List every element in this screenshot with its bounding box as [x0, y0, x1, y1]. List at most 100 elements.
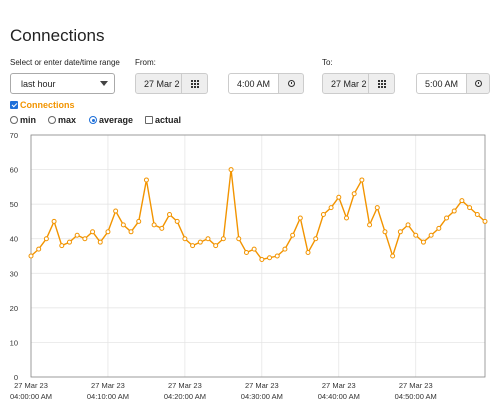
data-point[interactable] [405, 222, 411, 228]
data-point[interactable] [444, 215, 450, 221]
data-point[interactable] [374, 205, 380, 211]
min-radio-label: min [20, 115, 37, 125]
data-point[interactable] [220, 236, 226, 242]
data-point[interactable] [90, 229, 96, 235]
page-title: Connections [10, 26, 105, 45]
data-point[interactable] [236, 236, 242, 242]
data-point[interactable] [128, 229, 134, 235]
data-point[interactable] [105, 229, 111, 235]
data-point[interactable] [82, 236, 88, 242]
data-point[interactable] [205, 236, 211, 242]
data-point[interactable] [182, 236, 188, 242]
calendar-icon [377, 79, 386, 88]
data-point[interactable] [313, 236, 319, 242]
data-point[interactable] [397, 229, 403, 235]
data-point[interactable] [274, 253, 280, 259]
data-point[interactable] [113, 208, 119, 214]
option-average[interactable]: average [89, 115, 133, 125]
data-point[interactable] [267, 255, 273, 261]
option-max[interactable]: max [48, 115, 76, 125]
data-point[interactable] [482, 218, 488, 224]
data-point[interactable] [367, 222, 373, 228]
connections-checkbox[interactable] [10, 101, 18, 109]
to-calendar-button[interactable] [368, 73, 395, 94]
data-point[interactable] [359, 177, 365, 183]
data-point[interactable] [459, 198, 465, 204]
data-point[interactable] [413, 232, 419, 238]
data-point[interactable] [51, 218, 57, 224]
data-point[interactable] [74, 232, 80, 238]
max-radio[interactable] [48, 116, 56, 124]
data-point[interactable] [159, 225, 165, 231]
data-point[interactable] [36, 246, 42, 252]
from-calendar-button[interactable] [181, 73, 208, 94]
data-point[interactable] [436, 225, 442, 231]
data-point[interactable] [420, 239, 426, 245]
min-radio[interactable] [10, 116, 18, 124]
average-radio[interactable] [89, 116, 97, 124]
data-point[interactable] [428, 232, 434, 238]
to-clock-button[interactable] [466, 73, 490, 94]
data-point[interactable] [243, 250, 249, 256]
connections-toggle-label: Connections [20, 100, 75, 110]
y-tick-label: 10 [10, 338, 18, 347]
range-select[interactable]: last hour [10, 73, 115, 94]
data-point[interactable] [305, 250, 311, 256]
data-point[interactable] [290, 232, 296, 238]
from-label: From: [135, 58, 156, 67]
from-clock-button[interactable] [278, 73, 304, 94]
data-point[interactable] [151, 222, 157, 228]
data-point[interactable] [259, 256, 265, 262]
data-point[interactable] [174, 218, 180, 224]
data-point[interactable] [382, 229, 388, 235]
to-date-field[interactable]: 27 Mar 2 [322, 73, 369, 94]
data-point[interactable] [97, 239, 103, 245]
x-tick-date: 27 Mar 23 [91, 381, 125, 390]
data-point[interactable] [351, 191, 357, 197]
data-point[interactable] [120, 222, 126, 228]
x-tick-time: 04:00:00 AM [10, 392, 52, 401]
x-tick-date: 27 Mar 23 [322, 381, 356, 390]
data-point[interactable] [467, 205, 473, 211]
data-point[interactable] [343, 215, 349, 221]
data-point[interactable] [297, 215, 303, 221]
x-tick-date: 27 Mar 23 [399, 381, 433, 390]
data-point[interactable] [228, 167, 234, 173]
series-line [30, 169, 486, 261]
series-connections [28, 167, 488, 262]
data-point[interactable] [213, 243, 219, 249]
actual-checkbox[interactable] [145, 116, 153, 124]
calendar-icon [190, 79, 199, 88]
data-point[interactable] [451, 208, 457, 214]
option-min[interactable]: min [10, 115, 36, 125]
data-point[interactable] [336, 194, 342, 200]
data-point[interactable] [136, 218, 142, 224]
max-radio-label: max [58, 115, 77, 125]
clock-icon [474, 80, 482, 87]
data-point[interactable] [474, 212, 480, 218]
data-point[interactable] [143, 177, 149, 183]
connections-toggle[interactable]: Connections [10, 100, 75, 110]
average-radio-label: average [99, 115, 134, 125]
data-point[interactable] [390, 253, 396, 259]
data-point[interactable] [282, 246, 288, 252]
chevron-down-icon [100, 81, 108, 86]
data-point[interactable] [28, 253, 34, 259]
data-point[interactable] [251, 246, 257, 252]
clock-icon [287, 80, 295, 87]
y-tick-label: 50 [10, 200, 18, 209]
x-tick-time: 04:40:00 AM [318, 392, 360, 401]
data-point[interactable] [43, 236, 49, 242]
data-point[interactable] [320, 212, 326, 218]
data-point[interactable] [66, 239, 72, 245]
from-date-field[interactable]: 27 Mar 2 [135, 73, 182, 94]
y-tick-label: 30 [10, 269, 18, 278]
from-time-field[interactable]: 4:00 AM [228, 73, 279, 94]
data-point[interactable] [59, 243, 65, 249]
to-time-field[interactable]: 5:00 AM [416, 73, 467, 94]
data-point[interactable] [197, 239, 203, 245]
data-point[interactable] [190, 243, 196, 249]
data-point[interactable] [328, 205, 334, 211]
option-actual[interactable]: actual [145, 115, 181, 125]
data-point[interactable] [167, 212, 173, 218]
